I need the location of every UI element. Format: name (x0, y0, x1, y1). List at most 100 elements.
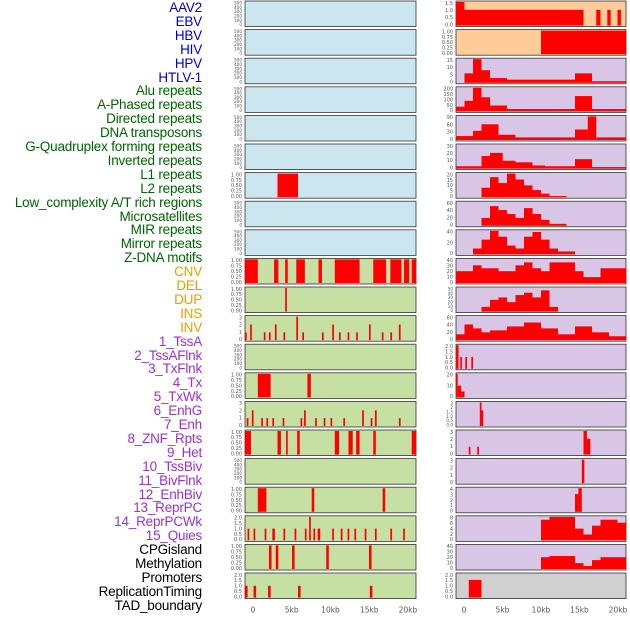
y-tick-label: 0 (450, 80, 453, 86)
data-bar (298, 585, 301, 598)
y-tick-label: 300 (234, 352, 242, 357)
y-tick-label: 1.5 (445, 578, 453, 584)
y-tick-label: 300 (234, 66, 242, 71)
data-bar (348, 431, 353, 455)
track-label-mir-repeats: MIR repeats (130, 222, 203, 238)
data-bar (587, 116, 597, 140)
data-bar (479, 402, 482, 426)
y-tick-label: 0 (239, 365, 242, 370)
y-tick-label: 100 (234, 161, 242, 166)
panel-background (244, 544, 417, 571)
y-tick-label: 10 (448, 304, 454, 309)
data-bar (456, 271, 473, 283)
track-label-2-tssaflnk: 2_TssAFlnk (134, 347, 202, 363)
y-tick-label: 0.50 (231, 383, 242, 389)
y-tick-label: 2.0 (234, 573, 242, 579)
y-tick-label: 0 (450, 566, 453, 572)
y-tick-label: 500 (234, 201, 242, 206)
y-tick-label: 1.00 (231, 172, 242, 178)
y-tick-label: 2 (239, 408, 242, 414)
data-bar (411, 259, 416, 283)
data-bar (541, 290, 550, 312)
y-tick-label: 0 (450, 537, 453, 543)
data-bar (300, 418, 303, 426)
y-tick-label: 0 (239, 136, 242, 141)
data-bar (581, 459, 585, 484)
panel-right-mir-repeats: 3 210 (450, 458, 627, 486)
data-bar (515, 162, 533, 169)
data-bar (456, 2, 465, 26)
data-bar (532, 190, 541, 198)
data-bar (274, 324, 277, 341)
track-label-microsatellites: Microsatellites (119, 208, 202, 224)
data-bar (340, 528, 343, 541)
data-bar (464, 9, 541, 26)
data-bar (490, 78, 507, 83)
track-label-inv: INV (180, 319, 202, 335)
y-tick-label: 200 (234, 357, 242, 362)
y-tick-label: 60 (447, 315, 453, 321)
track-label-hbv: HBV (174, 27, 202, 43)
data-bar (297, 431, 300, 455)
data-bar (586, 438, 591, 455)
y-tick-label: 1.5 (445, 1, 453, 7)
data-bar (323, 418, 326, 426)
track-label-inverted-repeats: Inverted repeats (107, 152, 203, 168)
y-tick-label: 400 (234, 205, 242, 210)
y-tick-label: 8 (450, 516, 453, 522)
data-bar (524, 262, 533, 283)
y-tick-label: 300 (234, 9, 242, 14)
data-bar (575, 563, 584, 569)
data-bar (404, 259, 410, 283)
data-bar (268, 332, 271, 341)
panel-background (244, 315, 417, 342)
data-bar (374, 410, 377, 426)
y-tick-label: 1.00 (231, 287, 242, 293)
data-bar (575, 528, 584, 541)
y-tick-label: 0 (450, 251, 453, 257)
y-tick-label: 40 (447, 544, 453, 550)
data-bar (457, 385, 462, 398)
y-tick-label: 0.0 (445, 366, 453, 372)
data-bar (362, 410, 364, 426)
y-tick-label: 2 (239, 323, 242, 329)
data-bar (481, 217, 490, 226)
data-bar (263, 332, 266, 341)
y-tick-label: 0 (239, 337, 242, 343)
y-tick-label: 6 (450, 521, 453, 527)
data-bar (481, 239, 490, 255)
y-tick-label: 200 (234, 242, 242, 247)
data-bar (481, 306, 490, 312)
data-bar (490, 330, 507, 341)
data-bar (468, 579, 482, 598)
data-bar (549, 556, 575, 569)
y-tick-label: 15 (447, 58, 453, 64)
data-bar (356, 431, 360, 455)
panel-background (455, 343, 627, 371)
data-bar (245, 259, 258, 283)
y-tick-label: 30 (447, 130, 453, 136)
data-bar (268, 585, 271, 598)
data-bar (549, 248, 558, 255)
data-bar (481, 70, 490, 83)
data-bar (456, 345, 459, 369)
data-bar (515, 137, 541, 140)
y-tick-label: 1.00 (231, 487, 242, 493)
panel-background (244, 143, 417, 171)
data-bar (294, 528, 297, 541)
data-bar (277, 173, 299, 198)
data-bar (592, 81, 626, 83)
data-bar (498, 297, 507, 312)
track-label-aav2: AAV2 (169, 0, 202, 15)
y-tick-label: 1 (450, 473, 453, 479)
y-tick-label: 0 (239, 165, 242, 170)
y-tick-label: 0.75 (231, 264, 242, 270)
